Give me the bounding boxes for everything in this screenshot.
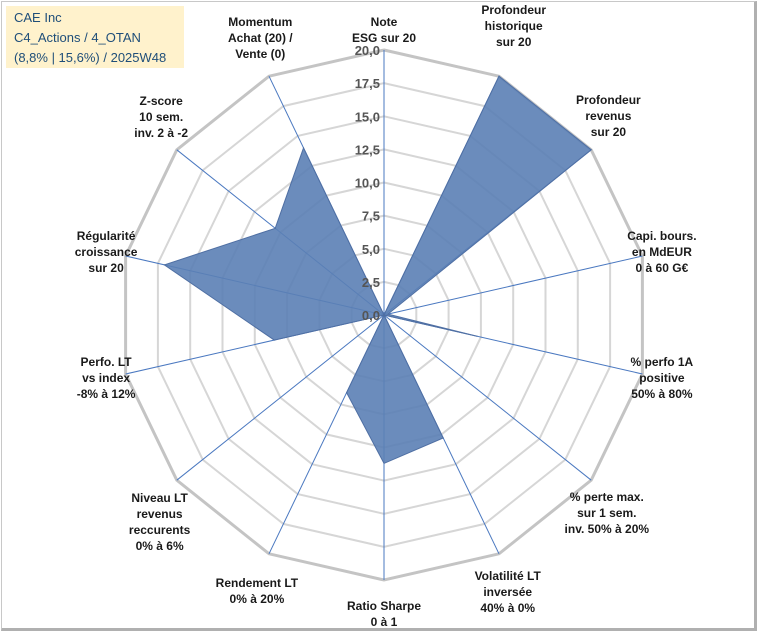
tick-label: 15,0 [355,109,380,124]
axis-label-line: inv. 2 à -2 [134,126,189,141]
data-point-10 [273,339,275,341]
axis-label-line: ESG sur 20 [351,31,417,45]
axis-label-line: inv. 50% à 20% [564,521,650,536]
axis-label-line: 50% à 80% [631,387,693,402]
tick-label: 10,0 [355,176,380,191]
portfolio-name: C4_Actions / 4_OTAN [14,30,141,45]
axis-label-line: en MdEUR [631,244,692,259]
axis-label-line: Achat (20) / [227,31,293,46]
axis-label-line: inversée [483,584,533,599]
axis-label-line: Ratio Sharpe [346,599,422,613]
data-point-1 [498,75,500,77]
axis-label-0: Note ESG sur 20 [352,14,416,46]
radial-tick-labels: 0,0 2,5 5,0 7,5 10,0 12,5 15,0 17,5 20,0 [355,43,380,323]
tick-label: 7,5 [362,209,380,224]
axis-label-line: 10 sem. [139,110,184,125]
axis-label-line: Régularité [76,228,136,243]
tick-label: 17,5 [355,76,380,91]
data-point-6 [442,437,444,439]
radar-series [163,75,592,465]
axis-label-line: Z-score [139,94,183,109]
axis-label-line: sur 20 [88,260,124,275]
axis-label-9: Niveau LT revenus reccurents 0% à 6% [129,490,190,554]
chart-info-box: CAE Inc C4_Actions / 4_OTAN (8,8% | 15,6… [6,6,184,68]
data-point-8 [346,392,348,394]
spoke-9 [176,314,385,481]
axis-label-4: % perfo 1A positive 50% à 80% [631,354,694,402]
axis-label-line: revenus [585,109,632,124]
axis-label-line: 0 à 1 [370,615,398,629]
axis-label-10: Perfo. LT vs index -8% à 12% [77,354,136,402]
axis-label-line: Momentum [228,15,293,30]
axis-label-2: Profondeur revenus sur 20 [576,92,641,140]
axis-label-line: revenus [136,506,183,521]
axis-label-13: Momentum Achat (20) / Vente (0) [228,14,293,62]
performance-stats: (8,8% | 15,6%) / 2025W48 [14,50,167,65]
data-point-7 [383,462,385,464]
axis-label-line: historique [484,18,543,33]
company-name: CAE Inc [14,10,62,25]
axis-label-line: Vente (0) [235,47,286,62]
axis-label-line: sur 1 sem. [577,505,637,520]
axis-label-line: Profondeur [481,2,547,17]
axis-label-line: Volatilité LT [474,568,541,583]
axis-label-line: 40% à 0% [480,600,536,615]
data-point-13 [302,147,305,149]
axis-label-12: Z-score 10 sem. inv. 2 à -2 [134,93,188,141]
axis-label-line: sur 20 [496,34,532,49]
data-point-11 [163,264,165,266]
axis-label-line: vs index [82,371,131,386]
axis-label-line: 0% à 20% [229,592,285,606]
axis-label-line: Capi. bours. [627,228,697,243]
axis-label-line: % perte max. [569,489,644,504]
spoke-3 [383,255,643,316]
data-point-2 [590,149,592,151]
tick-label: 5,0 [362,242,380,257]
series-area-0 [163,75,592,465]
axis-label-line: Profondeur [576,93,641,108]
axis-label-line: 0% à 6% [135,538,184,553]
data-point-3 [387,313,389,315]
axis-label-line: -8% à 12% [76,387,136,402]
axis-label-7: Ratio Sharpe 0 à 1 [347,598,421,630]
data-point-12 [274,227,276,229]
axis-label-line: Niveau LT [131,490,188,505]
axis-label-1: Profondeur historique sur 20 [481,2,546,50]
axis-label-line: positive [639,371,685,386]
axis-label-5: % perte max. sur 1 sem. inv. 50% à 20% [565,489,650,537]
axis-label-line: sur 20 [590,125,627,140]
axis-label-line: Perfo. LT [80,355,132,370]
axis-label-line: Rendement LT [215,576,299,590]
axis-label-6: Volatilité LT inversée 40% à 0% [475,568,541,616]
tick-label: 0,0 [362,308,380,323]
axis-label-11: Régularité croissance sur 20 [75,228,138,276]
axis-label-line: reccurents [128,522,191,537]
axis-label-line: croissance [74,244,138,259]
data-point-9 [383,314,385,316]
spoke-5 [383,314,592,481]
axis-label-line: 0 à 60 G€ [635,260,689,275]
data-point-4 [476,335,478,337]
axis-label-3: Capi. bours. en MdEUR 0 à 60 G€ [627,228,696,276]
axis-label-line: Note [370,15,398,29]
tick-label: 12,5 [355,142,380,157]
axis-label-line: % perfo 1A [630,355,694,370]
tick-label: 20,0 [355,43,380,58]
axis-label-8: Rendement LT 0% à 20% [216,575,298,607]
tick-label: 2,5 [362,275,380,290]
